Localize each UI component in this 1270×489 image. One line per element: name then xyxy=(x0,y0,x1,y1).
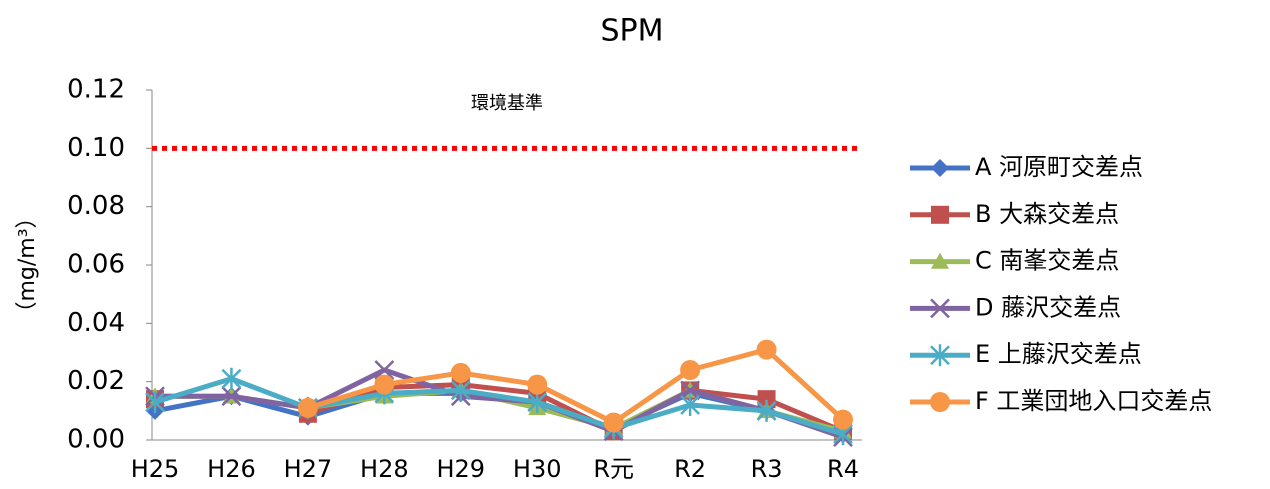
y-tick-label: 0.02 xyxy=(67,366,125,396)
x-tick-label: R4 xyxy=(827,455,859,483)
y-axis-label: （mg/m³） xyxy=(15,206,40,323)
marker xyxy=(833,409,853,430)
legend-label: F 工業団地入口交差点 xyxy=(975,387,1212,415)
reference-label: 環境基準 xyxy=(471,93,543,114)
marker xyxy=(527,374,548,395)
marker xyxy=(756,399,777,422)
legend-label: D 藤沢交差点 xyxy=(975,293,1121,321)
marker xyxy=(527,391,548,414)
x-tick-label: H26 xyxy=(207,455,256,483)
series-line xyxy=(155,367,844,440)
y-tick-label: 0.12 xyxy=(67,75,125,105)
series-line xyxy=(307,382,844,434)
chart-title: SPM xyxy=(600,14,663,49)
legend-label: E 上藤沢交差点 xyxy=(975,340,1142,368)
y-tick-label: 0.06 xyxy=(67,250,125,280)
marker xyxy=(450,379,471,402)
legend-label: C 南峯交差点 xyxy=(975,247,1119,275)
marker xyxy=(680,380,700,401)
marker xyxy=(680,360,701,380)
x-tick-label: H27 xyxy=(284,455,333,483)
marker xyxy=(221,386,242,407)
legend-marker xyxy=(930,392,950,412)
series-line xyxy=(154,376,844,437)
x-tick-label: R2 xyxy=(674,455,706,483)
y-tick-label: 0.08 xyxy=(67,191,125,221)
marker xyxy=(374,360,395,380)
marker xyxy=(757,390,776,409)
marker xyxy=(145,391,165,414)
x-tick-label: H30 xyxy=(513,455,562,483)
legend-marker xyxy=(930,344,950,367)
x-tick-label: R3 xyxy=(751,455,783,483)
marker xyxy=(603,412,624,433)
series-line xyxy=(307,347,845,425)
marker xyxy=(374,374,395,395)
marker xyxy=(756,339,777,360)
legend-marker xyxy=(930,298,950,319)
marker xyxy=(297,397,318,418)
y-tick-label: 0.10 xyxy=(67,133,125,163)
legend-marker xyxy=(931,252,949,269)
x-tick-label: R元 xyxy=(593,455,634,483)
y-tick-label: 0.04 xyxy=(67,308,125,338)
x-tick-label: H29 xyxy=(436,455,485,483)
marker xyxy=(450,362,471,383)
x-tick-label: H25 xyxy=(131,455,180,483)
legend-marker xyxy=(931,159,949,177)
legend-marker xyxy=(931,205,949,224)
y-tick-label: 0.00 xyxy=(67,425,125,455)
x-tick-label: H28 xyxy=(360,455,409,483)
legend-label: A 河原町交差点 xyxy=(975,153,1143,181)
legend-label: B 大森交差点 xyxy=(975,200,1119,228)
marker xyxy=(221,367,242,390)
marker xyxy=(680,394,700,416)
